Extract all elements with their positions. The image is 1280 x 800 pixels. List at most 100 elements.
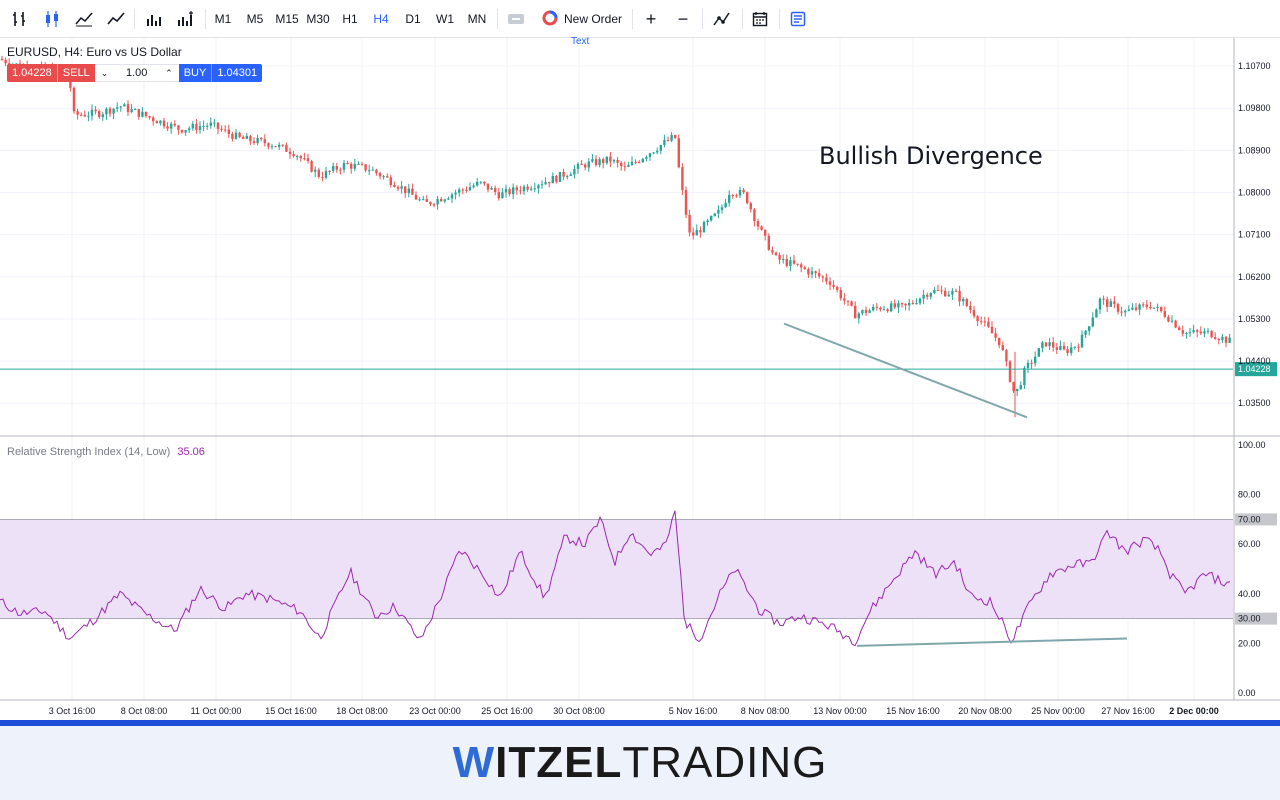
timeframe-h4[interactable]: H4: [373, 12, 389, 26]
price-tick-label: 1.04400: [1238, 356, 1271, 366]
candle-body: [634, 161, 637, 163]
candle-body: [616, 160, 619, 163]
timeframe-mn[interactable]: MN: [467, 12, 487, 26]
candle-body: [980, 321, 983, 323]
timeframe-h1[interactable]: H1: [342, 12, 358, 26]
candle-body: [299, 156, 302, 159]
candle-body: [1149, 306, 1152, 309]
zoom-out-icon[interactable]: −: [677, 8, 689, 29]
candle-body: [260, 137, 263, 140]
candle-body: [447, 198, 450, 200]
candle-body: [533, 188, 536, 190]
candle-body: [119, 106, 122, 108]
candle-body: [220, 128, 223, 130]
line-chart-icon[interactable]: [104, 6, 128, 32]
candle-body: [263, 139, 266, 144]
trade-panel: 1.04228 SELL ⌄ 1.00 ⌃ BUY 1.04301: [7, 64, 263, 82]
candle-body: [1167, 316, 1170, 322]
candle-body: [1214, 337, 1217, 339]
chevron-up-icon[interactable]: ⌃: [165, 67, 173, 78]
timeframe-d1[interactable]: D1: [405, 12, 421, 26]
timeframe-m5[interactable]: M5: [246, 12, 264, 26]
candle-body: [422, 199, 425, 201]
candle-body: [123, 104, 126, 107]
new-order-label: New Order: [563, 12, 622, 26]
timeframe-m30[interactable]: M30: [306, 12, 330, 26]
candles-icon[interactable]: [40, 6, 64, 32]
candle-body: [454, 192, 457, 195]
candle-body: [756, 221, 760, 227]
drawing-tools-icon[interactable]: [710, 6, 734, 32]
candle-body: [976, 316, 979, 322]
rsi-tick-label: 40.00: [1238, 589, 1261, 599]
time-tick-label: 27 Nov 16:00: [1101, 706, 1155, 716]
timeframe-w1[interactable]: W1: [436, 12, 454, 26]
candle-body: [155, 121, 158, 124]
candle-body: [933, 289, 936, 294]
chart-area[interactable]: 1.04228 1.10700 1.09800 1.08900 1.08000 1.071…: [0, 36, 1280, 720]
rsi-title: Relative Strength Index (14, Low): [7, 446, 171, 458]
candle-body: [126, 104, 130, 112]
indicators-icon[interactable]: [174, 6, 198, 32]
text-tool-label[interactable]: Text: [571, 36, 590, 47]
candle-body: [908, 302, 911, 306]
bar-chart-icon[interactable]: [8, 6, 32, 32]
zoom-in-icon[interactable]: +: [645, 8, 657, 29]
candle-body: [972, 310, 976, 317]
buy-button[interactable]: BUY 1.04301: [178, 64, 263, 82]
buy-price: 1.04301: [217, 67, 258, 79]
sell-label: SELL: [56, 64, 95, 82]
candle-body: [1001, 345, 1004, 351]
candle-body: [609, 156, 612, 162]
candle-body: [810, 271, 814, 275]
candle-body: [332, 166, 335, 171]
volume-icon[interactable]: [142, 6, 166, 32]
candle-body: [411, 188, 414, 195]
time-tick-label: 23 Oct 00:00: [409, 706, 461, 716]
candle-body: [872, 306, 875, 311]
candle-body: [886, 309, 889, 312]
area-chart-icon[interactable]: [72, 6, 96, 32]
candle-body: [792, 260, 796, 264]
bullish-divergence-annotation[interactable]: Bullish Divergence: [819, 142, 1043, 170]
witzel-trading-logo: W ITZEL TRADING: [452, 738, 828, 787]
candle-body: [87, 115, 90, 117]
candle-body: [738, 189, 742, 196]
candle-body: [735, 195, 738, 197]
time-tick-label: 15 Nov 16:00: [886, 706, 940, 716]
sell-button[interactable]: 1.04228 SELL: [7, 64, 95, 82]
candle-body: [828, 281, 832, 285]
one-click-trading-icon[interactable]: [504, 6, 528, 32]
candle-body: [947, 294, 950, 297]
candle-body: [573, 168, 576, 175]
candle-body: [1037, 348, 1040, 357]
price-tick-label: 1.10700: [1238, 61, 1271, 71]
candle-body: [692, 232, 695, 236]
candle-body: [350, 163, 353, 169]
new-order-button[interactable]: New Order: [540, 6, 624, 32]
candle-body: [641, 158, 644, 163]
candle-body: [926, 294, 929, 297]
chevron-down-icon[interactable]: ⌄: [100, 67, 109, 78]
candle-body: [929, 293, 932, 297]
notes-icon[interactable]: [787, 6, 809, 32]
candle-body: [710, 215, 713, 221]
candle-body: [666, 140, 670, 142]
quantity-value[interactable]: 1.00: [125, 67, 148, 79]
candle-body: [940, 290, 943, 292]
candle-body: [407, 188, 410, 194]
chart-canvas[interactable]: 1.04228 1.10700 1.09800 1.08900 1.08000 1.071…: [0, 38, 1280, 720]
candle-body: [1080, 334, 1084, 348]
candle-body: [638, 161, 641, 163]
candle-body: [598, 159, 601, 166]
candle-body: [630, 161, 634, 166]
timeframe-m1[interactable]: M1: [214, 12, 232, 26]
candle-body: [1221, 336, 1224, 341]
candle-body: [530, 188, 533, 190]
candle-body: [83, 114, 86, 117]
candle-body: [746, 192, 749, 204]
quantity-stepper[interactable]: ⌄ 1.00 ⌃: [94, 64, 179, 82]
candle-body: [227, 129, 230, 134]
calendar-icon[interactable]: [749, 6, 771, 32]
timeframe-m15[interactable]: M15: [275, 12, 299, 26]
